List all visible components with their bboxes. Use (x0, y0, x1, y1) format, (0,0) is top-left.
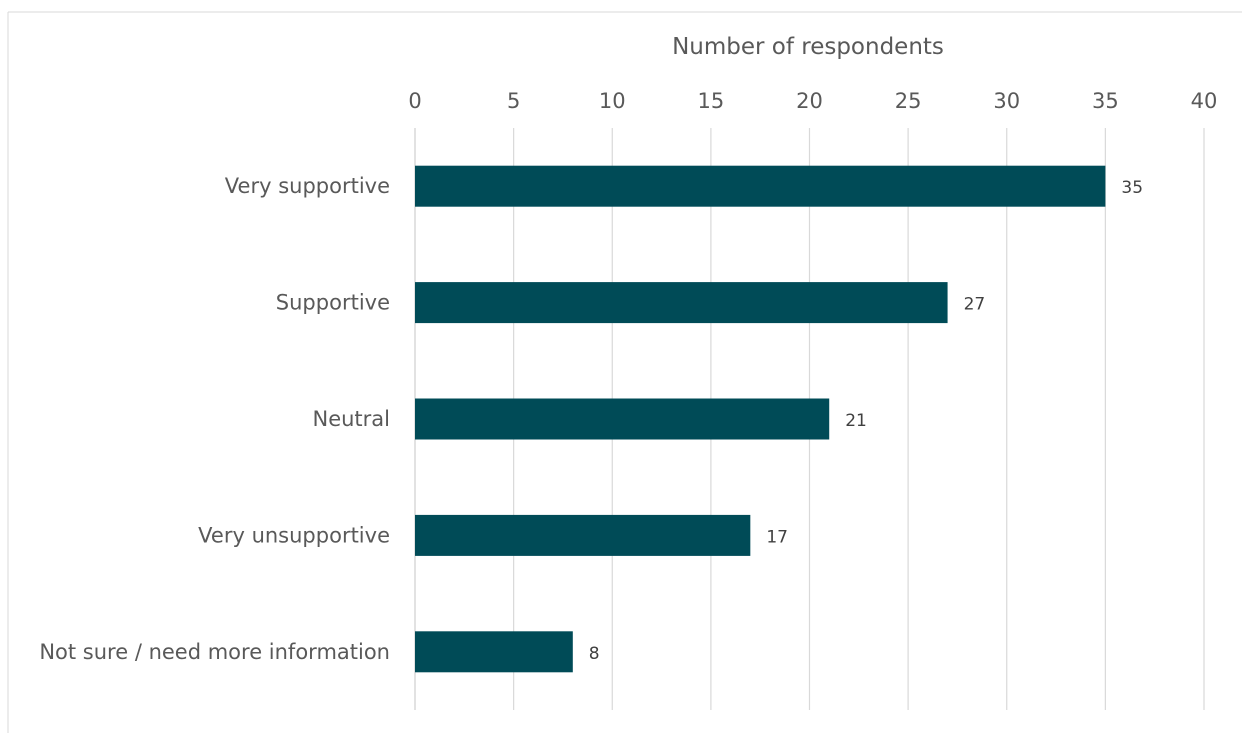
x-tick-label: 30 (993, 89, 1020, 113)
x-tick-label: 25 (895, 89, 922, 113)
data-label: 21 (845, 411, 867, 431)
bar (415, 514, 751, 556)
bar (415, 165, 1106, 207)
category-labels: Very supportive Supportive Neutral Very uns… (39, 174, 390, 664)
data-labels: 35 27 21 17 8 (589, 178, 1143, 664)
data-label: 8 (589, 644, 600, 664)
x-axis-ticks: 0 5 10 15 20 25 30 35 40 (408, 89, 1217, 113)
category-label: Not sure / need more information (39, 640, 390, 664)
x-tick-label: 0 (408, 89, 421, 113)
bar (415, 398, 830, 440)
x-tick-label: 15 (698, 89, 725, 113)
category-label: Neutral (312, 407, 390, 431)
x-axis-title: Number of respondents (672, 34, 944, 60)
data-label: 35 (1121, 178, 1143, 198)
x-tick-label: 5 (507, 89, 520, 113)
category-label: Very supportive (225, 174, 390, 198)
data-label: 27 (964, 295, 986, 315)
bars (415, 165, 1106, 673)
bar (415, 631, 573, 673)
x-tick-label: 35 (1092, 89, 1119, 113)
x-tick-label: 40 (1191, 89, 1218, 113)
x-tick-label: 10 (599, 89, 626, 113)
bar (415, 282, 948, 324)
x-tick-label: 20 (796, 89, 823, 113)
data-label: 17 (766, 527, 788, 547)
category-label: Supportive (276, 291, 390, 315)
category-label: Very unsupportive (198, 523, 390, 547)
